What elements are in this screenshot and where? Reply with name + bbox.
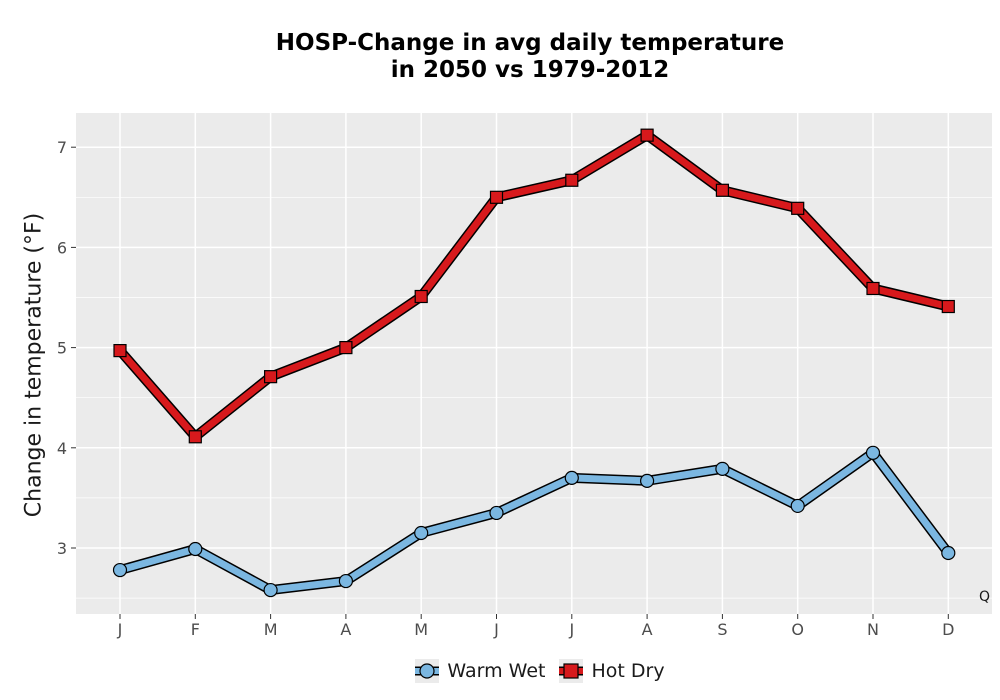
data-point-hot-dry	[489, 190, 504, 204]
data-point-warm-wet	[112, 562, 128, 578]
y-tick-label: 6	[57, 238, 67, 257]
x-tick-label: S	[717, 620, 727, 639]
data-point-hot-dry	[866, 281, 880, 296]
data-point-hot-dry	[715, 183, 730, 197]
x-tick-label: J	[493, 620, 499, 639]
data-point-hot-dry	[188, 430, 202, 444]
data-point-warm-wet	[790, 498, 805, 514]
circle-marker-icon	[415, 659, 440, 683]
data-point-warm-wet	[941, 545, 956, 561]
data-point-hot-dry	[339, 341, 353, 355]
legend-label-hot-dry: Hot Dry	[591, 660, 665, 682]
major-gridlines	[76, 113, 992, 614]
data-point-warm-wet	[414, 525, 429, 541]
series-layer	[112, 128, 956, 598]
data-point-warm-wet	[489, 505, 504, 521]
data-point-hot-dry	[640, 128, 654, 142]
series-line-warm-wet	[119, 449, 952, 594]
data-point-warm-wet	[263, 582, 278, 598]
legend: Warm Wet Hot Dry	[0, 659, 1000, 683]
data-point-hot-dry	[791, 201, 805, 215]
data-point-warm-wet	[715, 461, 730, 476]
x-tick-label: M	[414, 620, 428, 639]
x-tick-label: M	[264, 620, 278, 639]
series-line-hot-dry	[117, 131, 950, 441]
y-tick-label: 3	[57, 539, 67, 558]
corner-annotation: Q	[979, 589, 991, 605]
data-point-warm-wet	[338, 573, 353, 589]
x-tick-label: F	[191, 620, 200, 639]
data-point-warm-wet	[639, 473, 655, 488]
x-tick-label: J	[568, 620, 574, 639]
legend-item-hot-dry: Hot Dry	[559, 659, 665, 683]
axis-layer: 3 4 5 6 7 J F M A M J J A S O N D	[57, 138, 955, 639]
x-tick-label: D	[942, 620, 954, 639]
legend-label-warm-wet: Warm Wet	[447, 660, 546, 682]
data-point-warm-wet	[564, 470, 579, 485]
legend-item-warm-wet: Warm Wet	[415, 659, 545, 683]
x-tick-label: O	[791, 620, 804, 639]
chart-title-line-1: HOSP-Change in avg daily temperature	[275, 30, 785, 56]
data-point-hot-dry	[414, 289, 428, 304]
y-axis-label: Change in temperature (°F)	[21, 212, 47, 518]
chart-title: HOSP-Change in avg daily temperature in …	[0, 30, 1000, 84]
x-tick-label: A	[642, 620, 653, 639]
data-point-warm-wet	[188, 541, 203, 557]
x-tick-label: J	[117, 620, 123, 639]
data-point-hot-dry	[113, 344, 127, 358]
square-marker-icon	[559, 659, 584, 683]
y-tick-label: 4	[57, 439, 67, 458]
data-point-hot-dry	[264, 370, 278, 384]
chart-title-line-2: in 2050 vs 1979-2012	[390, 57, 670, 83]
y-tick-label: 7	[57, 138, 67, 157]
data-point-warm-wet	[865, 445, 881, 460]
x-tick-label: N	[867, 620, 879, 639]
x-tick-label: A	[340, 620, 351, 639]
y-tick-label: 5	[57, 339, 67, 358]
data-point-hot-dry	[941, 299, 955, 314]
data-point-hot-dry	[565, 173, 579, 187]
plot-panel	[76, 113, 992, 614]
